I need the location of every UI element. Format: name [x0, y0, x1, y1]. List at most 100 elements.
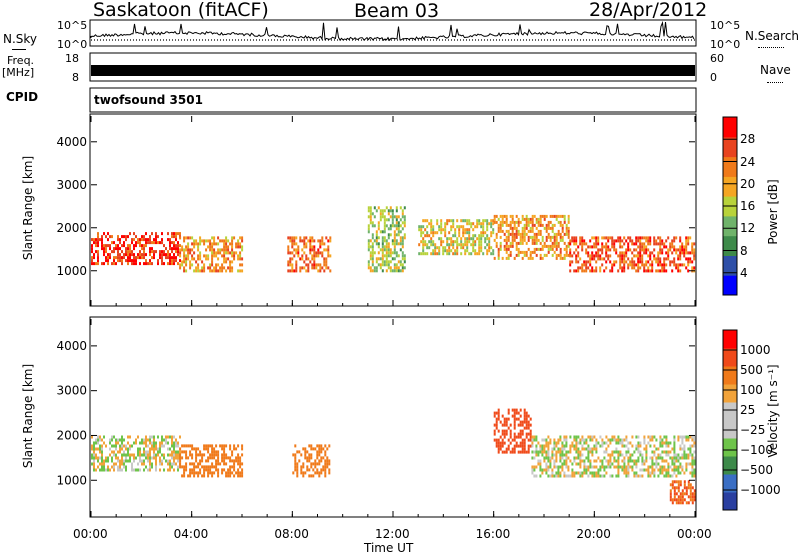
velocity-cell-2 — [296, 465, 299, 469]
velocity-cell-3 — [515, 435, 518, 439]
power-cell-6 — [679, 254, 682, 258]
power-cell-2 — [295, 266, 298, 270]
velocity-cell-4 — [581, 447, 584, 451]
power-cell-4 — [492, 252, 495, 256]
power-cell-4 — [470, 252, 473, 256]
power-cell-3 — [371, 263, 374, 267]
velocity-cell-4 — [681, 465, 684, 469]
power-cell-2 — [293, 242, 296, 246]
velocity-cell-3 — [505, 423, 508, 427]
velocity-cell-3 — [503, 450, 506, 454]
power-cell-4 — [466, 219, 469, 223]
power-cell-0 — [165, 253, 167, 257]
power-cell-6 — [661, 242, 664, 246]
velocity-cell-1 — [189, 468, 192, 472]
power-cell-6 — [605, 236, 608, 240]
velocity-cell-4 — [551, 447, 554, 451]
velocity-cell-0 — [141, 438, 143, 442]
velocity-cell-5 — [685, 501, 688, 505]
velocity-cell-0 — [91, 444, 93, 448]
power-cell-3 — [391, 242, 394, 246]
velocity-cell-1 — [239, 474, 242, 478]
power-cell-0 — [175, 238, 177, 242]
power-cell-3 — [375, 230, 378, 234]
power-cell-5 — [557, 220, 560, 224]
power-cell-6 — [575, 260, 578, 264]
power-cell-4 — [472, 237, 475, 241]
velocity-cell-4 — [679, 435, 682, 439]
power-cell-6 — [691, 266, 694, 270]
power-cell-3 — [379, 248, 382, 252]
power-cell-5 — [567, 253, 570, 257]
velocity-cell-3 — [497, 429, 500, 433]
velocity-cell-4 — [673, 465, 676, 469]
power-cell-5 — [535, 247, 538, 251]
velocity-cell-4 — [563, 462, 566, 466]
velocity-cell-4 — [635, 444, 638, 448]
power-cell-3 — [379, 263, 382, 267]
velocity-cell-3 — [493, 432, 496, 436]
power-cell-0 — [173, 247, 175, 251]
velocity-cell-4 — [553, 462, 556, 466]
power-cell-1 — [179, 248, 182, 252]
power-cell-5 — [565, 253, 568, 257]
power-cell-1 — [197, 245, 200, 249]
power-cell-4 — [488, 243, 491, 247]
velocity-cell-1 — [207, 450, 210, 454]
velocity-cell-0 — [133, 456, 135, 460]
power-cell-1 — [217, 263, 220, 267]
power-cell-0 — [141, 256, 143, 260]
velocity-cell-5 — [691, 501, 694, 505]
velocity-cell-4 — [557, 474, 560, 478]
power-cell-4 — [446, 240, 449, 244]
velocity-cell-5 — [677, 489, 680, 493]
power-cell-0 — [145, 259, 147, 263]
power-cell-5 — [561, 226, 564, 230]
velocity-cell-1 — [229, 468, 232, 472]
power-cell-4 — [476, 222, 479, 226]
velocity-cell-3 — [517, 435, 520, 439]
velocity-cell-4 — [583, 459, 586, 463]
velocity-cell-4 — [595, 447, 598, 451]
velocity-cell-4 — [595, 438, 598, 442]
power-cell-6 — [569, 254, 572, 258]
power-cell-5 — [545, 244, 548, 248]
power-cell-1 — [223, 242, 226, 246]
velocity-cell-0 — [159, 468, 161, 472]
power-cell-4 — [454, 231, 457, 235]
velocity-cell-0 — [113, 465, 115, 469]
power-cell-5 — [543, 226, 546, 230]
velocity-cell-2 — [312, 462, 315, 466]
velocity-cell-4 — [575, 471, 578, 475]
power-cell-6 — [575, 236, 578, 240]
velocity-cell-3 — [519, 414, 522, 418]
power-cell-3 — [371, 233, 374, 237]
velocity-cell-1 — [217, 456, 220, 460]
power-cell-1 — [199, 239, 202, 243]
power-cell-5 — [521, 256, 524, 260]
power-ytick-label: 2000 — [56, 221, 87, 235]
velocity-cell-0 — [137, 447, 139, 451]
power-cell-1 — [237, 245, 240, 249]
power-cell-5 — [511, 232, 514, 236]
power-cell-6 — [611, 242, 614, 246]
power-cell-4 — [468, 231, 471, 235]
velocity-cell-4 — [581, 453, 584, 457]
power-cell-2 — [295, 260, 298, 264]
power-cell-0 — [135, 256, 137, 260]
power-cell-4 — [450, 240, 453, 244]
power-cell-3 — [385, 254, 388, 258]
power-cell-1 — [203, 263, 206, 267]
power-cell-3 — [393, 224, 396, 228]
power-cell-5 — [563, 247, 566, 251]
power-cell-0 — [119, 238, 121, 242]
velocity-cell-4 — [645, 444, 648, 448]
velocity-cell-4 — [645, 453, 648, 457]
velocity-cell-1 — [229, 471, 232, 475]
power-cell-4 — [474, 252, 477, 256]
power-cell-5 — [527, 247, 530, 251]
power-cell-5 — [499, 226, 502, 230]
power-cell-2 — [307, 266, 310, 270]
power-cell-2 — [287, 263, 290, 267]
power-cell-3 — [395, 263, 398, 267]
